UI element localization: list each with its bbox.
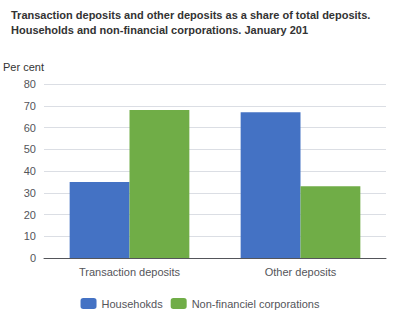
svg-text:Other deposits: Other deposits (265, 266, 337, 278)
svg-text:50: 50 (24, 143, 36, 155)
svg-text:10: 10 (24, 230, 36, 242)
svg-text:Non-financiel corporations: Non-financiel corporations (192, 298, 320, 310)
svg-text:70: 70 (24, 100, 36, 112)
svg-text:Households and non-financial c: Households and non-financial corporation… (11, 24, 308, 36)
svg-text:20: 20 (24, 209, 36, 221)
svg-text:Transaction deposits and other: Transaction deposits and other deposits … (11, 9, 370, 21)
svg-text:0: 0 (30, 252, 36, 264)
svg-text:Househokds: Househokds (102, 298, 164, 310)
svg-text:Transaction deposits: Transaction deposits (79, 266, 181, 278)
svg-text:Per cent: Per cent (3, 61, 44, 73)
svg-text:60: 60 (24, 122, 36, 134)
svg-text:40: 40 (24, 165, 36, 177)
svg-text:30: 30 (24, 187, 36, 199)
svg-text:80: 80 (24, 78, 36, 90)
